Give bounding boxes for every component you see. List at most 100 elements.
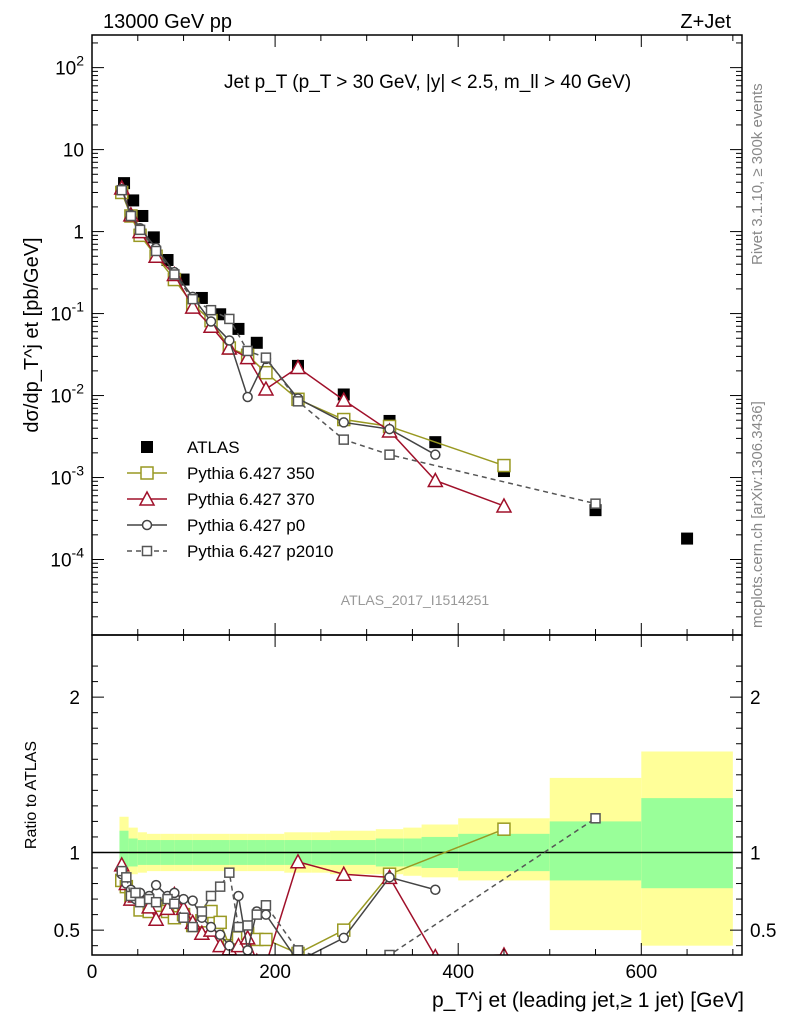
point-pythia-6-427-p0 — [205, 316, 217, 327]
point-pythia-6-427-p2010 — [116, 184, 128, 196]
y-tick-exp: -1 — [72, 299, 85, 315]
y-tick-label: 10 — [63, 141, 84, 162]
plot-title: Jet p_T (p_T > 30 GeV, |y| < 2.5, m_ll >… — [224, 72, 631, 93]
ratio-point-pythia-6-427-p2010 — [384, 949, 395, 955]
plot-title-text: Jet p_T (p_T > 30 GeV, |y| < 2.5, m_ll >… — [224, 72, 631, 93]
ratio-point-pythia-6-427-p2010 — [178, 912, 189, 923]
series-line-pythia-6-427-350 — [121, 192, 505, 467]
ratio-point-pythia-6-427-p0 — [187, 895, 198, 906]
y-tick-base: 10 — [50, 469, 71, 490]
point-pythia-6-427-p2010 — [205, 304, 217, 316]
point-pythia-6-427-p0 — [224, 335, 235, 346]
ratio-point-pythia-6-427-p0 — [205, 921, 217, 933]
ratio-plot-area — [113, 813, 601, 955]
y-tick-exp: 2 — [76, 53, 84, 69]
point-pythia-6-427-p0 — [430, 449, 441, 460]
ratio-point-pythia-6-427-p2010 — [130, 887, 141, 899]
x-axis-label: p_T^j et (leading jet,≥ 1 jet) [GeV] — [432, 989, 744, 1012]
y-tick-label: 102 — [55, 53, 84, 80]
ratio-point-pythia-6-427-p0 — [233, 890, 244, 902]
x-tick-label: 0 — [87, 962, 98, 983]
legend-marker-pythia-6-427-350 — [140, 466, 154, 480]
point-atlas — [232, 322, 245, 335]
ratio-panel: 0 200 400 600 0.5 0.5 1 1 2 2 — [54, 35, 776, 983]
ratio-point-pythia-6-427-370 — [211, 937, 229, 953]
point-pythia-6-427-p2010 — [187, 293, 198, 305]
analysis-tag: ATLAS_2017_I1514251 — [341, 592, 490, 608]
ratio-point-pythia-6-427-350 — [259, 932, 273, 947]
ratio-point-pythia-6-427-p0 — [260, 909, 272, 920]
ratio-y-axis-label: Ratio to ATLAS — [23, 741, 40, 849]
ratio-point-pythia-6-427-p2010 — [121, 872, 132, 883]
legend-marker-pythia-6-427-p2010 — [141, 545, 153, 557]
ratio-point-pythia-6-427-p2010 — [233, 921, 244, 933]
main-plot-area — [113, 177, 694, 545]
ratio-point-pythia-6-427-p0 — [150, 879, 162, 891]
ratio-point-pythia-6-427-370 — [289, 853, 307, 869]
ratio-point-pythia-6-427-p0 — [178, 893, 189, 905]
legend-label-pythia-6-427-p2010: Pythia 6.427 p2010 — [187, 542, 334, 561]
ratio-point-pythia-6-427-p2010 — [590, 813, 601, 824]
x-tick-label: 400 — [442, 962, 474, 983]
y-tick-label: 10-1 — [50, 299, 84, 326]
point-pythia-6-427-p2010 — [224, 313, 235, 325]
point-pythia-6-427-p2010 — [260, 352, 272, 363]
y-tick-label: 10-3 — [50, 463, 84, 490]
ratio-y-tick-label: 2 — [69, 688, 80, 709]
series-line-pythia-6-427-370 — [121, 187, 505, 507]
point-pythia-6-427-p0 — [384, 423, 395, 435]
rivet-label: Rivet 3.1.10, ≥ 300k events — [749, 83, 766, 265]
point-pythia-6-427-p2010 — [590, 498, 601, 509]
ratio-y-tick-label: 1 — [69, 843, 80, 864]
ratio-band-green — [641, 798, 733, 889]
ratio-point-pythia-6-427-p2010 — [214, 881, 226, 892]
point-pythia-6-427-370 — [184, 298, 201, 314]
y-tick-exp: -2 — [72, 381, 85, 397]
ratio-point-pythia-6-427-p2010 — [205, 890, 217, 902]
point-pythia-6-427-370 — [239, 349, 256, 365]
ratio-y-tick-label-right: 2 — [750, 688, 761, 709]
header-left: 13000 GeV pp — [103, 11, 232, 33]
point-atlas — [127, 194, 140, 207]
ratio-band-green — [119, 830, 129, 873]
point-pythia-6-427-p2010 — [292, 396, 304, 407]
point-pythia-6-427-370 — [289, 358, 307, 375]
ratio-point-pythia-6-427-p2010 — [251, 909, 263, 920]
ratio-point-pythia-6-427-370 — [431, 947, 440, 955]
legend: ATLAS Pythia 6.427 350 Pythia 6.427 370 Pyt… — [127, 438, 334, 561]
ratio-point-pythia-6-427-p2010 — [196, 906, 208, 917]
ratio-point-pythia-6-427-370 — [147, 910, 165, 927]
ratio-point-pythia-6-427-p2010 — [187, 921, 198, 933]
x-tick-label: 200 — [259, 962, 291, 983]
ratio-point-pythia-6-427-350 — [497, 822, 511, 836]
ratio-y-tick-label-right: 0.5 — [750, 921, 776, 942]
point-pythia-6-427-p2010 — [169, 269, 180, 280]
y-tick-base: 10 — [50, 551, 71, 572]
ratio-point-pythia-6-427-p0 — [430, 884, 441, 896]
ratio-point-pythia-6-427-p2010 — [134, 896, 146, 908]
point-pythia-6-427-p0 — [338, 417, 350, 428]
y-tick-exp: -4 — [72, 545, 85, 561]
point-pythia-6-427-p2010 — [125, 210, 137, 222]
point-pythia-6-427-370 — [335, 391, 353, 407]
point-atlas — [161, 254, 174, 267]
point-pythia-6-427-p2010 — [134, 224, 146, 236]
y-tick-label: 1 — [73, 223, 84, 244]
ratio-y-tick-label: 0.5 — [54, 921, 80, 942]
point-atlas — [250, 336, 263, 349]
y-tick-base: 10 — [55, 59, 76, 80]
ratio-point-pythia-6-427-370 — [230, 937, 247, 953]
ratio-point-pythia-6-427-p2010 — [169, 898, 180, 909]
legend-label-pythia-6-427-p0: Pythia 6.427 p0 — [187, 516, 305, 535]
y-tick-base: 10 — [50, 305, 71, 326]
y-tick-label: 10-4 — [50, 545, 84, 572]
legend-label-pythia-6-427-370: Pythia 6.427 370 — [187, 490, 315, 509]
point-pythia-6-427-p0 — [242, 391, 253, 403]
y-tick-exp: -3 — [72, 463, 85, 479]
y-tick-base: 10 — [50, 387, 71, 408]
ratio-y-tick-label-right: 1 — [750, 843, 761, 864]
ratio-band-green — [549, 821, 642, 881]
point-pythia-6-427-350 — [497, 458, 511, 473]
